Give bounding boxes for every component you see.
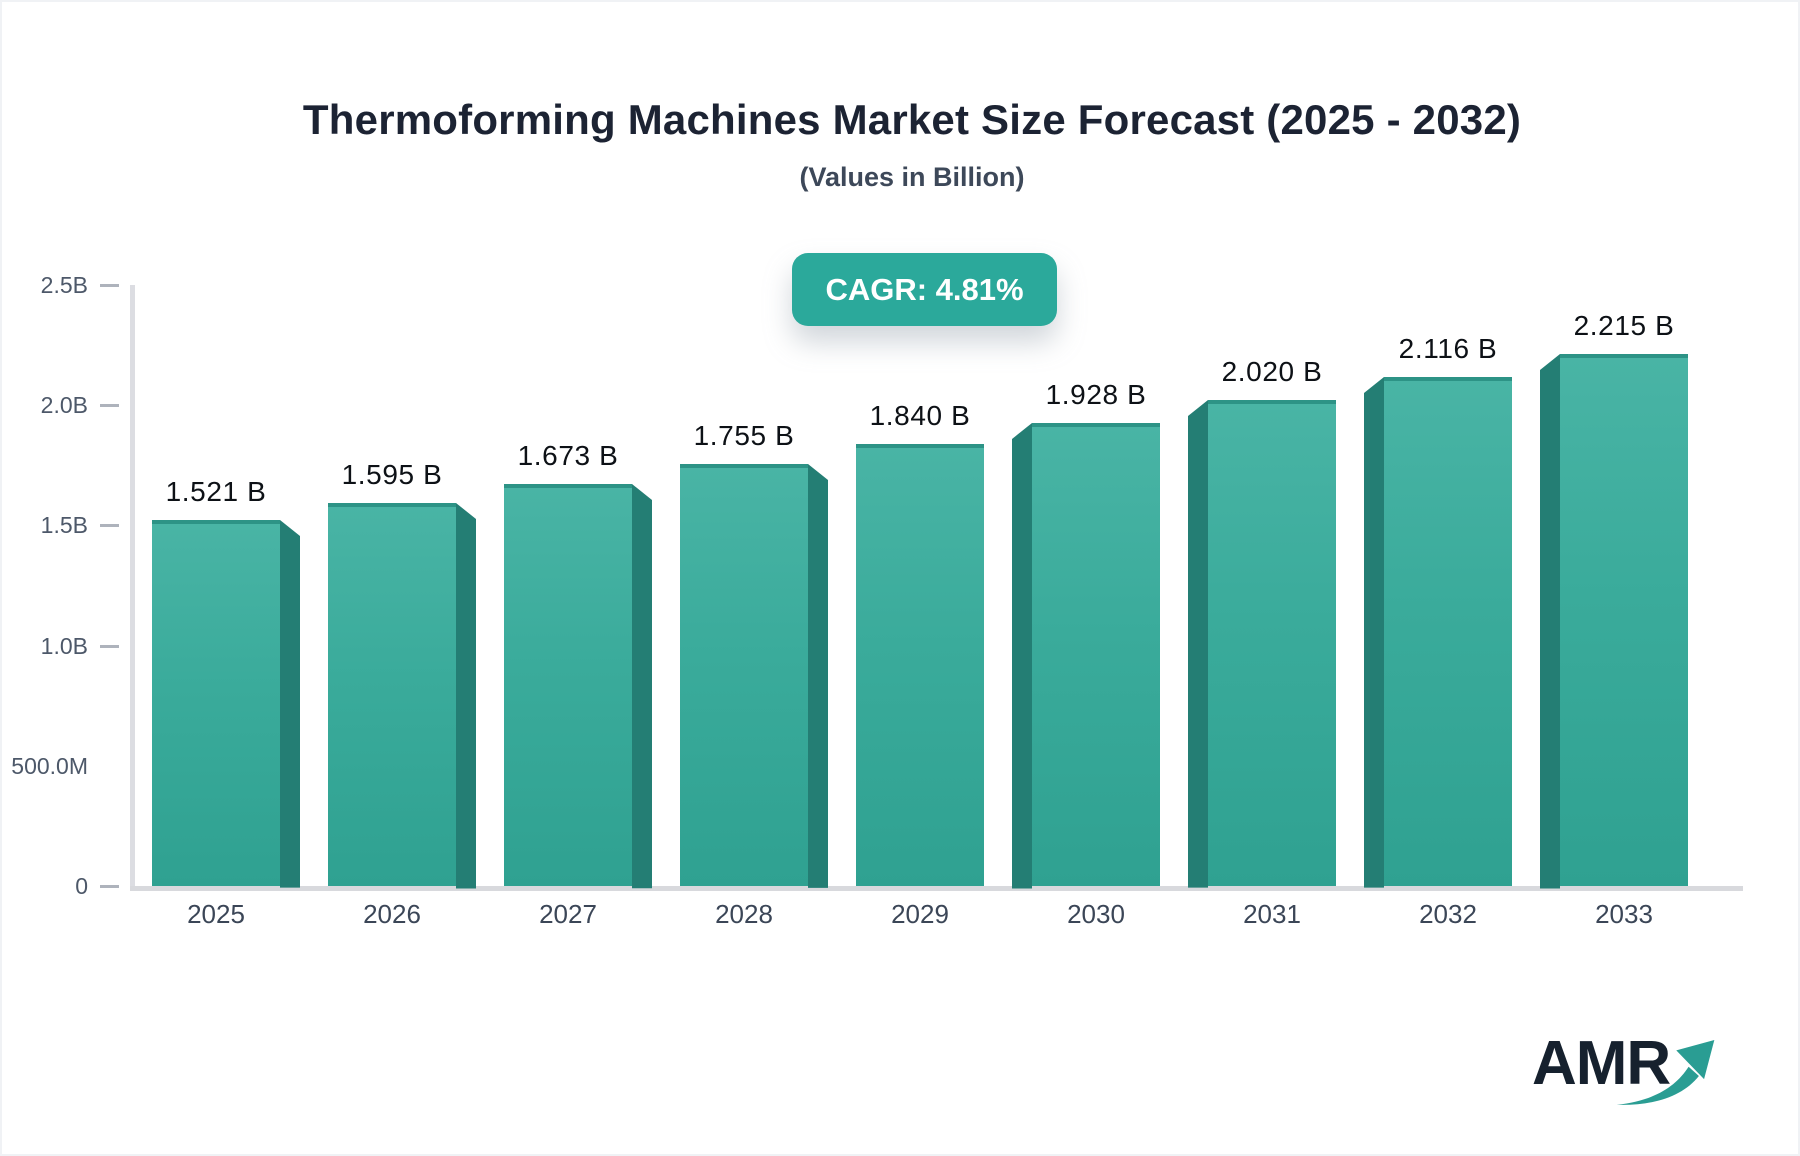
- y-tick-label-0: 0: [75, 873, 88, 899]
- bar-side-2026: [456, 502, 476, 888]
- bar-2027[interactable]: [504, 483, 632, 886]
- x-axis-baseline: [130, 886, 1743, 891]
- amr-logo-text: AMR: [1532, 1029, 1671, 1098]
- bar-side-2033: [1540, 353, 1560, 888]
- x-tick-label-2028: 2028: [715, 899, 773, 929]
- bar-2030[interactable]: [1032, 422, 1160, 886]
- bar-2032[interactable]: [1384, 377, 1512, 886]
- y-tick-label-2.5B: 2.5B: [40, 272, 88, 298]
- growth-arrow-icon: [1616, 1040, 1715, 1105]
- x-tick-label-2030: 2030: [1067, 899, 1125, 929]
- y-tick-dash: [100, 644, 119, 648]
- y-tick-label-500.0M: 500.0M: [11, 752, 88, 779]
- y-tick-dash: [100, 885, 119, 888]
- chart-title: Thermoforming Machines Market Size Forec…: [302, 96, 1522, 143]
- bar-side-2025: [280, 520, 300, 888]
- bar-2025[interactable]: [152, 520, 280, 886]
- chart-subtitle: (Values in Billion): [799, 162, 1025, 192]
- bar-value-label-2025: 1.521 B: [165, 476, 267, 508]
- y-tick-dash: [100, 524, 119, 528]
- x-tick-label-2033: 2033: [1595, 899, 1653, 929]
- y-tick-label-1.0B: 1.0B: [40, 632, 88, 659]
- bar-value-label-2032: 2.116 B: [1398, 333, 1498, 365]
- bar-value-label-2033: 2.215 B: [1573, 309, 1675, 341]
- bar-value-label-2028: 1.755 B: [693, 420, 795, 452]
- y-axis-line: [130, 285, 135, 891]
- bar-2026[interactable]: [328, 502, 456, 886]
- x-tick-label-2032: 2032: [1419, 899, 1477, 929]
- bar-value-label-2029: 1.840 B: [869, 399, 971, 431]
- bar-side-2031: [1188, 400, 1208, 888]
- x-tick-label-2025: 2025: [187, 899, 245, 929]
- bar-value-label-2031: 2.020 B: [1221, 356, 1323, 388]
- bar-side-2028: [808, 464, 828, 888]
- x-tick-label-2026: 2026: [363, 899, 421, 929]
- bar-side-2032: [1364, 377, 1384, 888]
- amr-logo: AMR: [1532, 1028, 1742, 1118]
- y-tick-label-1.5B: 1.5B: [40, 512, 88, 539]
- bar-2029[interactable]: [856, 443, 984, 886]
- bar-2033[interactable]: [1560, 353, 1688, 886]
- bar-side-2027: [632, 483, 652, 888]
- y-tick-dash: [100, 284, 119, 287]
- bar-value-label-2030: 1.928 B: [1045, 378, 1147, 410]
- bar-2031[interactable]: [1208, 400, 1336, 886]
- y-tick-dash: [100, 404, 119, 408]
- bar-side-2030: [1012, 422, 1032, 888]
- y-tick-label-2.0B: 2.0B: [40, 392, 88, 419]
- cagr-badge: CAGR: 4.81%: [792, 253, 1057, 326]
- bar-value-label-2026: 1.595 B: [341, 458, 443, 490]
- bar-value-label-2027: 1.673 B: [517, 439, 619, 471]
- bar-2028[interactable]: [680, 464, 808, 886]
- x-tick-label-2027: 2027: [539, 899, 597, 929]
- x-tick-label-2031: 2031: [1243, 899, 1301, 929]
- x-tick-label-2029: 2029: [891, 899, 949, 929]
